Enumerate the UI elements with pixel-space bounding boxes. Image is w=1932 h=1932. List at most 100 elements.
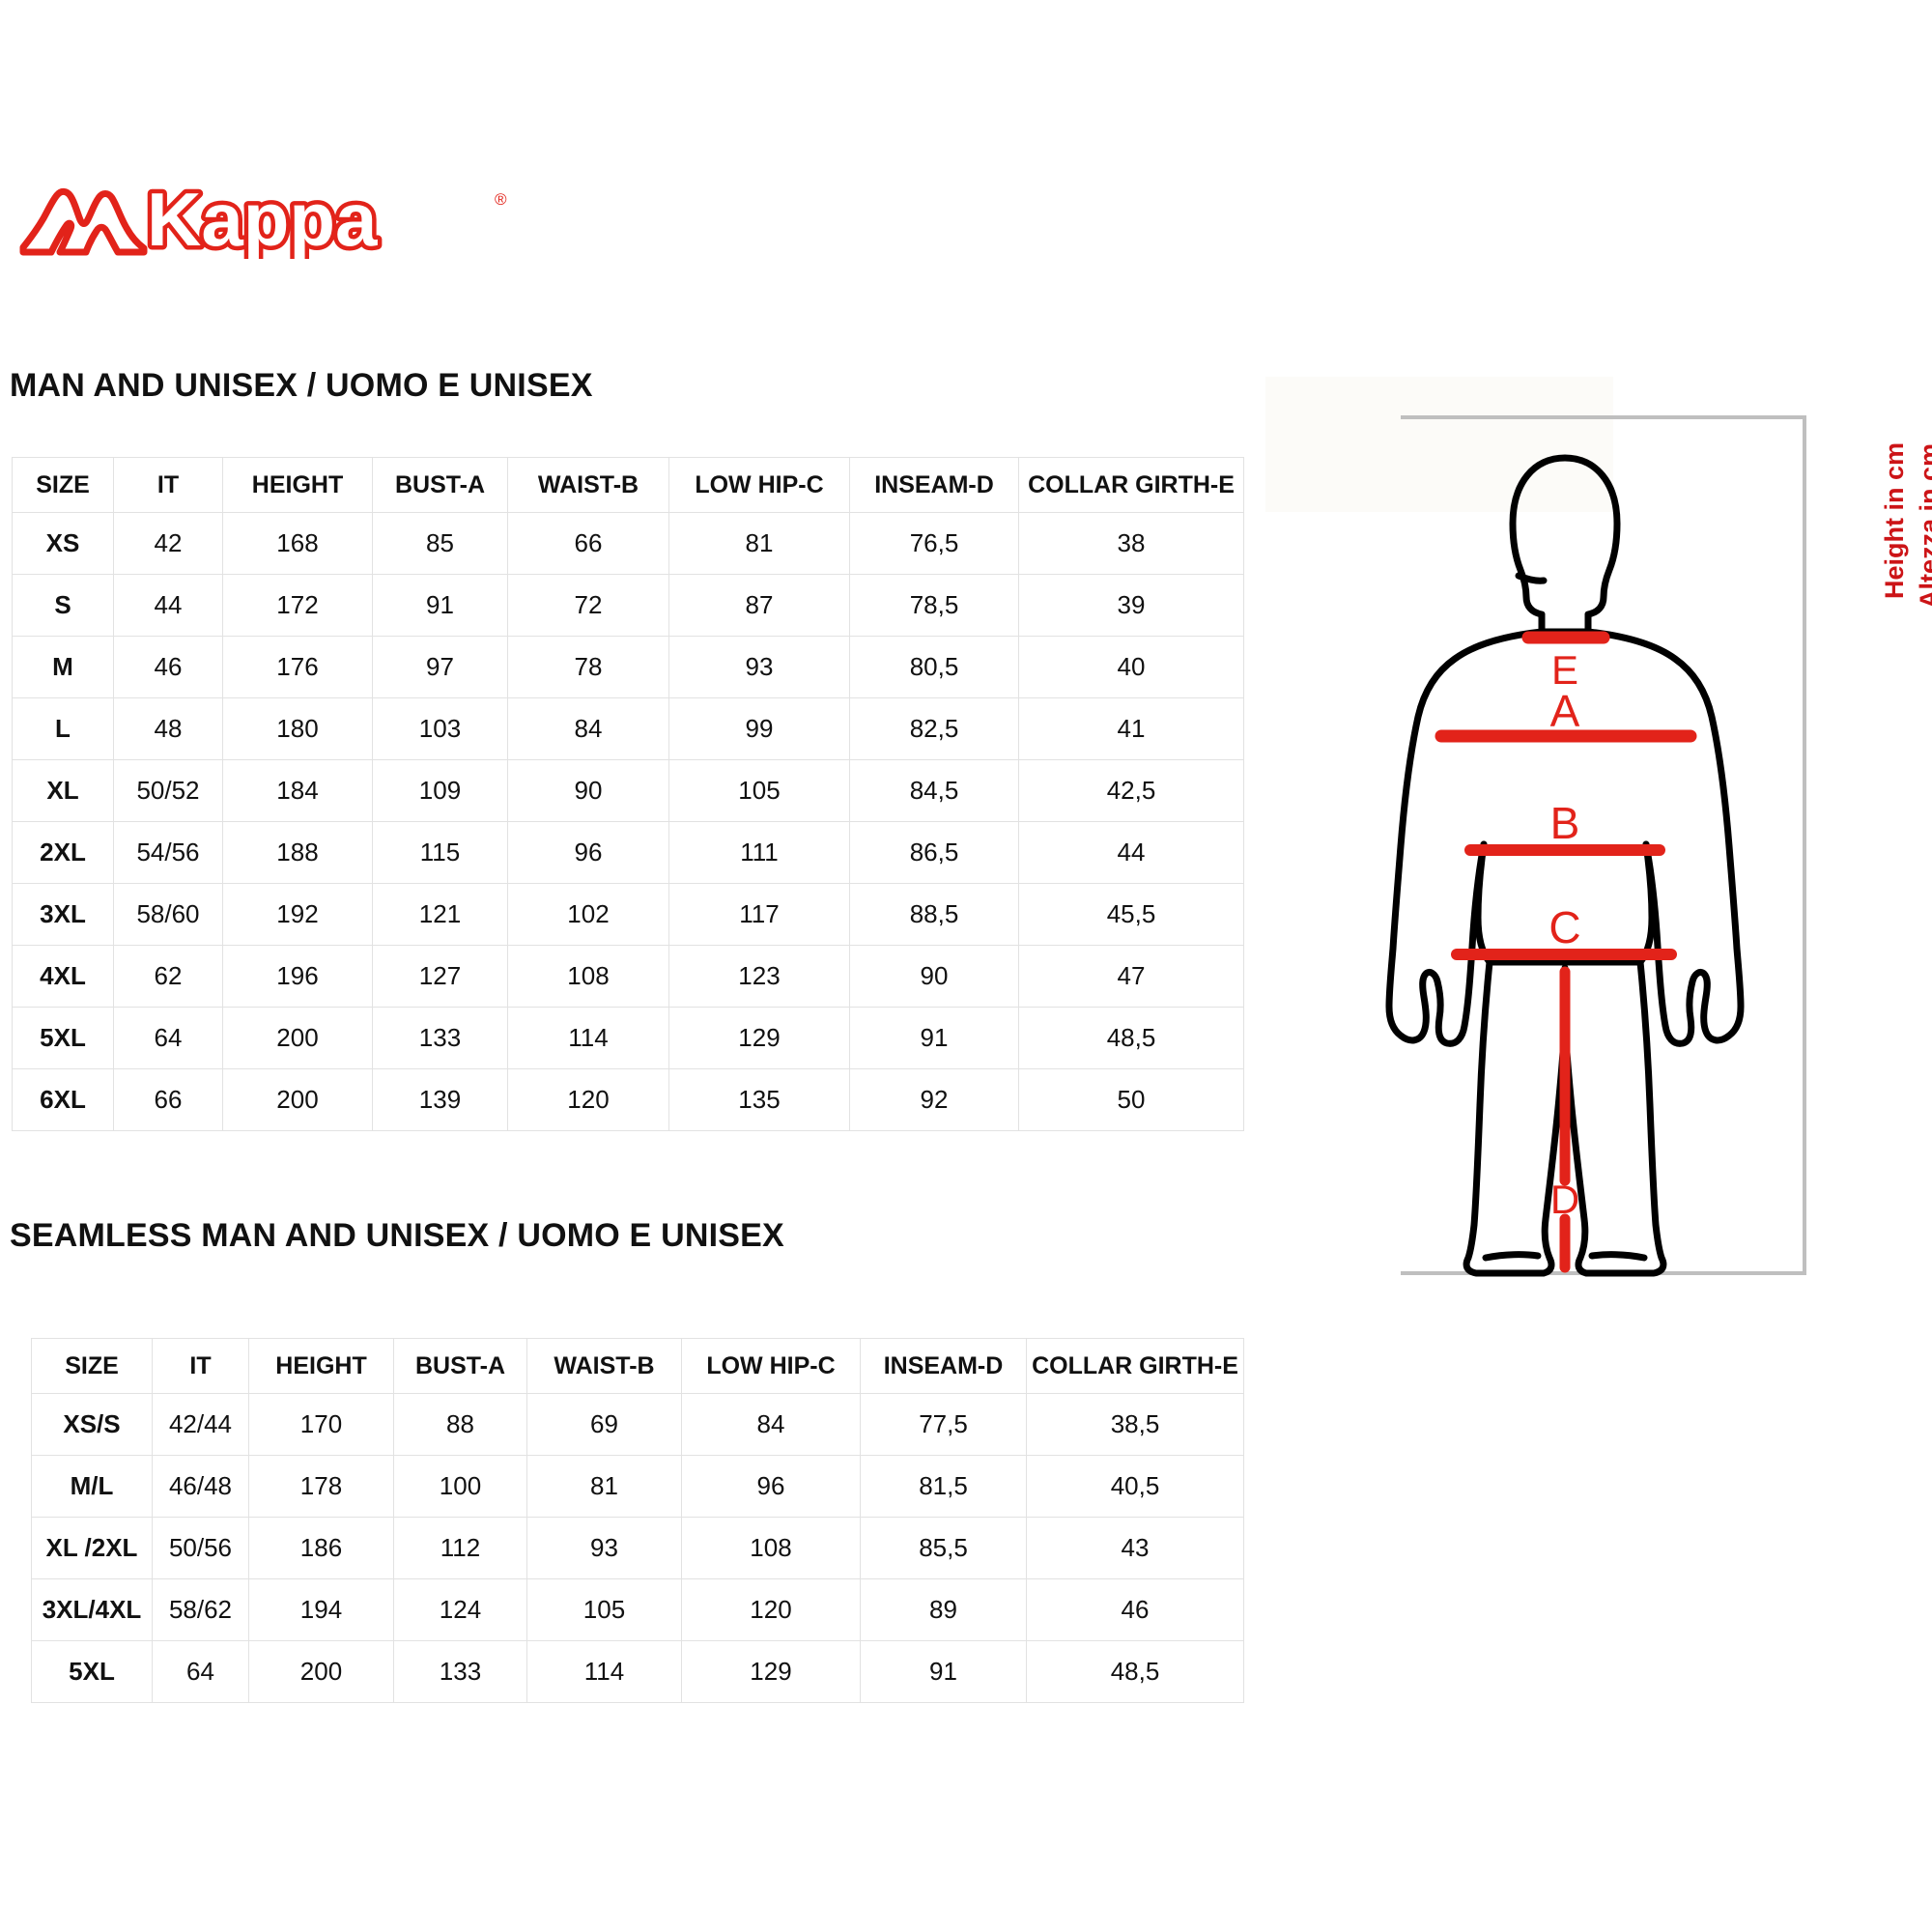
measure-label-C: C <box>1548 902 1580 952</box>
cell-waist: 72 <box>507 574 669 637</box>
cell-size: 3XL <box>12 883 114 946</box>
measure-label-A: A <box>1550 686 1580 736</box>
cell-inseam: 78,5 <box>849 574 1019 637</box>
cell-lowhip: 99 <box>668 697 850 760</box>
cell-bust: 100 <box>393 1455 527 1518</box>
cell-lowhip: 135 <box>668 1068 850 1131</box>
cell-waist: 114 <box>507 1007 669 1069</box>
cell-size: M <box>12 636 114 698</box>
cell-bust: 115 <box>372 821 508 884</box>
table-row: 6XL 66 200 139 120 135 92 50 <box>12 1068 1244 1131</box>
cell-inseam: 91 <box>849 1007 1019 1069</box>
column-header-height: HEIGHT <box>248 1338 394 1394</box>
cell-bust: 109 <box>372 759 508 822</box>
cell-height: 180 <box>222 697 373 760</box>
diagram-background-panel <box>1265 377 1613 512</box>
cell-size: M/L <box>31 1455 153 1518</box>
table-header-row: SIZE IT HEIGHT BUST-A WAIST-B LOW HIP-C … <box>31 1338 1244 1394</box>
cell-lowhip: 123 <box>668 945 850 1008</box>
cell-waist: 96 <box>507 821 669 884</box>
cell-bust: 124 <box>393 1578 527 1641</box>
cell-collar: 39 <box>1018 574 1244 637</box>
measure-label-B: B <box>1550 798 1580 848</box>
cell-size: 6XL <box>12 1068 114 1131</box>
measure-mark-E: E <box>1521 631 1610 693</box>
table-row: XL 50/52 184 109 90 105 84,5 42,5 <box>12 759 1244 822</box>
table-row: M 46 176 97 78 93 80,5 40 <box>12 636 1244 698</box>
cell-size: L <box>12 697 114 760</box>
column-header-it: IT <box>113 457 223 513</box>
cell-inseam: 88,5 <box>849 883 1019 946</box>
cell-inseam: 92 <box>849 1068 1019 1131</box>
cell-it: 46/48 <box>152 1455 249 1518</box>
cell-bust: 112 <box>393 1517 527 1579</box>
cell-size: XL /2XL <box>31 1517 153 1579</box>
cell-bust: 85 <box>372 512 508 575</box>
cell-size: XL <box>12 759 114 822</box>
column-header-inseam: INSEAM-D <box>849 457 1019 513</box>
cell-bust: 91 <box>372 574 508 637</box>
registered-mark: ® <box>495 190 507 209</box>
cell-size: XS <box>12 512 114 575</box>
cell-waist: 114 <box>526 1640 682 1703</box>
kappa-logo: Kappa ® <box>17 176 539 259</box>
column-header-bust: BUST-A <box>372 457 508 513</box>
cell-it: 58/62 <box>152 1578 249 1641</box>
column-header-waist: WAIST-B <box>507 457 669 513</box>
cell-bust: 88 <box>393 1393 527 1456</box>
cell-size: 3XL/4XL <box>31 1578 153 1641</box>
cell-collar: 46 <box>1026 1578 1244 1641</box>
cell-lowhip: 96 <box>681 1455 861 1518</box>
cell-lowhip: 93 <box>668 636 850 698</box>
cell-waist: 105 <box>526 1578 682 1641</box>
column-header-waist: WAIST-B <box>526 1338 682 1394</box>
cell-lowhip: 84 <box>681 1393 861 1456</box>
cell-lowhip: 129 <box>668 1007 850 1069</box>
cell-it: 62 <box>113 945 223 1008</box>
cell-height: 172 <box>222 574 373 637</box>
cell-collar: 50 <box>1018 1068 1244 1131</box>
cell-waist: 78 <box>507 636 669 698</box>
cell-it: 50/52 <box>113 759 223 822</box>
cell-it: 42 <box>113 512 223 575</box>
kappa-wordmark: Kappa <box>143 176 383 259</box>
cell-lowhip: 120 <box>681 1578 861 1641</box>
cell-lowhip: 87 <box>668 574 850 637</box>
cell-bust: 133 <box>393 1640 527 1703</box>
body-figure-svg: E A B C D <box>1385 415 1806 1277</box>
cell-waist: 69 <box>526 1393 682 1456</box>
column-header-collar: COLLAR GIRTH-E <box>1026 1338 1244 1394</box>
cell-lowhip: 81 <box>668 512 850 575</box>
cell-inseam: 90 <box>849 945 1019 1008</box>
table-row: 3XL/4XL 58/62 194 124 105 120 89 46 <box>31 1578 1244 1641</box>
table-row: L 48 180 103 84 99 82,5 41 <box>12 697 1244 760</box>
cell-inseam: 82,5 <box>849 697 1019 760</box>
cell-collar: 38 <box>1018 512 1244 575</box>
cell-height: 192 <box>222 883 373 946</box>
cell-it: 54/56 <box>113 821 223 884</box>
column-header-lowhip: LOW HIP-C <box>681 1338 861 1394</box>
cell-inseam: 76,5 <box>849 512 1019 575</box>
cell-it: 44 <box>113 574 223 637</box>
cell-waist: 108 <box>507 945 669 1008</box>
cell-waist: 66 <box>507 512 669 575</box>
cell-height: 200 <box>222 1068 373 1131</box>
cell-height: 176 <box>222 636 373 698</box>
cell-it: 48 <box>113 697 223 760</box>
cell-waist: 90 <box>507 759 669 822</box>
cell-waist: 102 <box>507 883 669 946</box>
cell-size: S <box>12 574 114 637</box>
cell-collar: 41 <box>1018 697 1244 760</box>
kappa-logo-svg: Kappa ® <box>19 176 507 259</box>
column-header-height: HEIGHT <box>222 457 373 513</box>
cell-collar: 40,5 <box>1026 1455 1244 1518</box>
cell-inseam: 91 <box>860 1640 1027 1703</box>
table-row: 5XL 64 200 133 114 129 91 48,5 <box>31 1640 1244 1703</box>
measure-label-E: E <box>1551 647 1578 693</box>
cell-it: 42/44 <box>152 1393 249 1456</box>
cell-height: 188 <box>222 821 373 884</box>
size-table-seamless-man-unisex: SIZE IT HEIGHT BUST-A WAIST-B LOW HIP-C … <box>31 1338 1244 1703</box>
table-row: XS 42 168 85 66 81 76,5 38 <box>12 512 1244 575</box>
table-header-row: SIZE IT HEIGHT BUST-A WAIST-B LOW HIP-C … <box>12 457 1244 513</box>
cell-height: 194 <box>248 1578 394 1641</box>
